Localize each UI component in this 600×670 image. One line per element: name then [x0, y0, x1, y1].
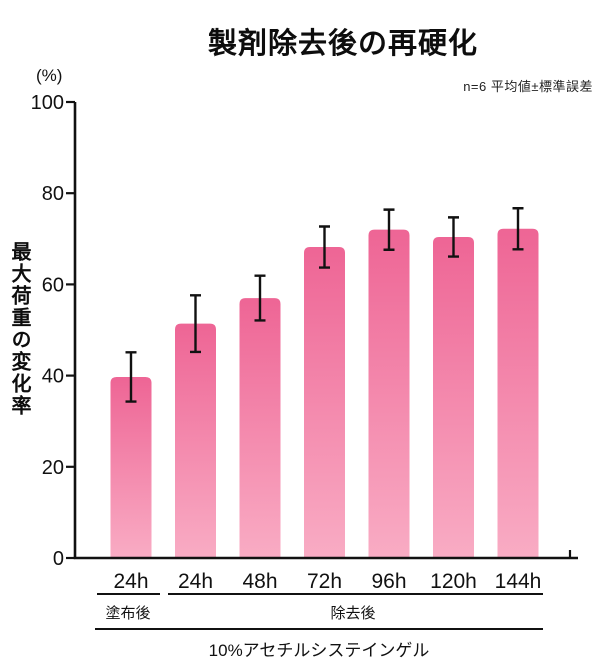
error-bar-0 — [125, 351, 137, 403]
error-bar-3 — [319, 225, 330, 269]
gel-name-label: 10%アセチルシステインゲル — [208, 641, 430, 660]
error-bar-6 — [512, 207, 524, 251]
x-tick-label-6: 144h — [495, 570, 542, 593]
error-bar-5 — [448, 216, 459, 258]
x-tick-label-4: 96h — [371, 570, 406, 593]
error-bar-1 — [190, 294, 201, 354]
y-tick-label-20: 20 — [42, 457, 64, 479]
y-axis-unit-label: (%) — [36, 66, 63, 85]
bar-24h-1 — [175, 323, 216, 558]
y-tick-label-80: 80 — [42, 183, 64, 205]
x-tick-label-2: 48h — [242, 570, 277, 593]
y-tick-label-0: 0 — [53, 548, 64, 570]
bar-24h-0 — [110, 376, 152, 558]
error-bar-2 — [254, 274, 266, 322]
x-tick-label-5: 120h — [430, 570, 477, 593]
bar-144h-6 — [497, 228, 539, 558]
bar-72h-3 — [304, 247, 345, 558]
x-tick-label-0: 24h — [113, 570, 148, 593]
chart-title: 製剤除去後の再硬化 — [207, 28, 478, 60]
y-tick-label-60: 60 — [42, 274, 64, 296]
bar-48h-2 — [239, 298, 281, 558]
error-bar-4 — [383, 208, 395, 251]
y-axis-title: 最大荷重の変化率 — [8, 241, 30, 417]
bar-120h-5 — [433, 236, 474, 558]
bar-96h-4 — [368, 229, 410, 558]
group-label-after-removal: 除去後 — [330, 605, 376, 622]
x-tick-label-3: 72h — [307, 570, 342, 593]
sample-size-note: n=6 平均値±標準誤差 — [463, 79, 593, 94]
y-tick-label-100: 100 — [31, 92, 64, 114]
group-label-after-application: 塗布後 — [105, 605, 151, 622]
y-tick-label-40: 40 — [42, 366, 64, 388]
x-tick-label-1: 24h — [178, 570, 213, 593]
